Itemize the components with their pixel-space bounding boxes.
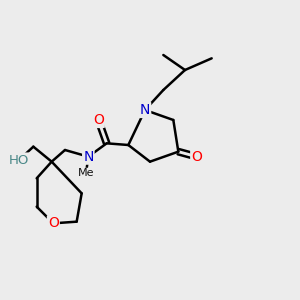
Text: N: N xyxy=(140,103,150,117)
Text: HO: HO xyxy=(9,154,29,166)
Text: N: N xyxy=(83,150,94,164)
Text: Me: Me xyxy=(78,168,94,178)
Text: O: O xyxy=(48,216,59,230)
Text: O: O xyxy=(93,113,104,127)
Text: O: O xyxy=(191,150,202,164)
